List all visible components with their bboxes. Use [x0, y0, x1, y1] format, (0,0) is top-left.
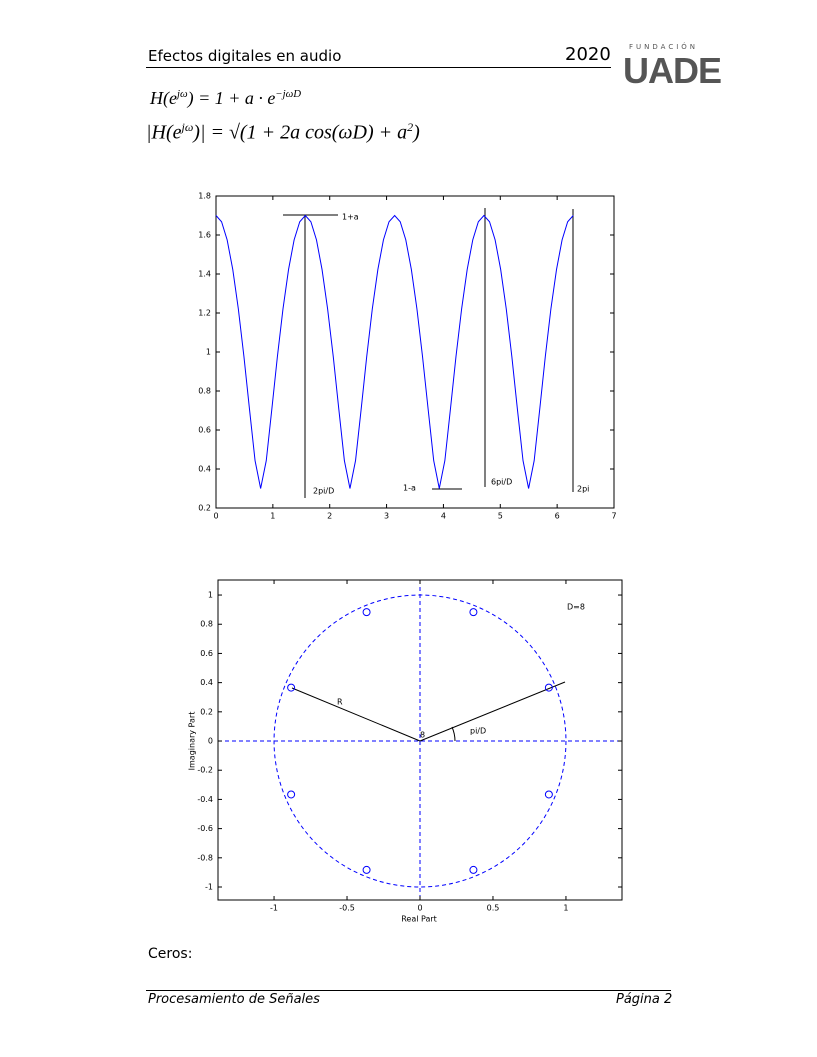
zero-marker: [362, 865, 371, 874]
eq-sup: 2: [407, 120, 414, 134]
eq-part: |H(e: [146, 121, 182, 144]
annotation: pi/D: [470, 727, 486, 736]
header-rule: [146, 67, 611, 68]
annotation: 8: [420, 731, 425, 740]
annotation: 6pi/D: [491, 478, 512, 487]
y-tick-label: 1.4: [198, 270, 211, 279]
y-tick-label: 1.8: [198, 192, 211, 201]
equation: H(ejω) = 1 + a · e−jωD: [150, 88, 301, 109]
x-tick-label: 2: [327, 512, 332, 521]
eq-part: )| = √(1 + 2a cos(ωD) + a: [193, 121, 408, 144]
y-tick-label: 1: [208, 591, 213, 600]
x-tick-label: 0: [417, 904, 422, 913]
y-tick-label: 0.4: [198, 465, 211, 474]
plot-frame: [217, 579, 623, 901]
eq-sup: −jωD: [275, 88, 302, 100]
x-tick-label: 5: [498, 512, 503, 521]
eq-part: ) = 1 + a · e: [187, 88, 276, 108]
y-tick-label: 0.6: [198, 426, 211, 435]
footer-left: Procesamiento de Señales: [148, 992, 320, 1007]
equation: |H(ejω)| = √(1 + 2a cos(ωD) + a2): [146, 120, 420, 145]
x-tick-label: 4: [441, 512, 446, 521]
zero-marker: [362, 608, 371, 617]
y-tick-label: 1: [206, 348, 211, 357]
annotation-line: [419, 681, 566, 742]
x-tick-label: 0.5: [487, 904, 500, 913]
y-tick-label: 1.6: [198, 231, 211, 240]
y-tick-label: 0.8: [200, 620, 213, 629]
line-series: [215, 214, 574, 489]
x-tick-label: 7: [611, 512, 616, 521]
annotation: R: [337, 698, 343, 707]
eq-sup: jω: [181, 120, 194, 134]
plot-frame: [215, 195, 615, 509]
annotation: 2pi: [577, 485, 589, 494]
zero-marker: [287, 683, 296, 692]
zero-marker: [544, 790, 553, 799]
annotation: 1-a: [403, 484, 416, 493]
zero-marker: [469, 865, 478, 874]
y-tick-label: 0.2: [200, 707, 213, 716]
footer-rule: [146, 990, 671, 991]
unit-circle: [273, 594, 567, 888]
annotation-line: [291, 687, 421, 742]
eq-part: ): [413, 121, 420, 144]
y-tick-label: -0.4: [197, 795, 213, 804]
header-title: Efectos digitales en audio: [148, 47, 342, 65]
eq-sup: jω: [176, 88, 188, 100]
zero-marker: [469, 608, 478, 617]
logo: UADE: [623, 50, 722, 91]
x-tick-label: 1: [563, 904, 568, 913]
annotation: 1+a: [342, 213, 359, 222]
eq-part: H(e: [150, 88, 177, 108]
magnitude-chart: 1.8 1.6 1.4 1.2 1 0.8 0.6 0.4 0.2 7 6 5 4 3 2 1 0 1+a 2p…: [198, 192, 616, 521]
annotation: 2pi/D: [313, 487, 334, 496]
zero-marker: [544, 683, 553, 692]
footer-right: Página 2: [616, 992, 673, 1007]
body-text: Ceros:: [148, 946, 193, 962]
y-tick-label: 0: [208, 737, 213, 746]
x-tick-label: 0: [213, 512, 218, 521]
x-tick-label: 1: [270, 512, 275, 521]
header-year: 2020: [565, 44, 611, 65]
y-tick-label: -1: [205, 883, 213, 892]
y-tick-label: 0.6: [200, 649, 213, 658]
zplane-chart: 1 0.8 0.6 0.4 0.2 0 -0.2 -0.4 -0.6 -0.8 -1 1 0.5 0 -0.…: [188, 579, 623, 924]
y-tick-label: 0.8: [198, 387, 211, 396]
y-tick-label: 0.4: [200, 678, 213, 687]
y-tick-label: -0.2: [197, 766, 213, 775]
y-tick-label: 1.2: [198, 309, 211, 318]
y-tick-label: -0.6: [197, 824, 213, 833]
x-axis-label: Real Part: [401, 915, 437, 924]
logo-top: FUNDACIÓN: [629, 43, 699, 51]
annotation-arc: [451, 726, 456, 742]
y-axis-label: Imaginary Part: [188, 712, 197, 771]
x-tick-label: -1: [270, 904, 278, 913]
annotation: D=8: [567, 603, 585, 612]
y-tick-label: -0.8: [197, 853, 213, 862]
x-tick-label: -0.5: [339, 904, 355, 913]
x-tick-label: 3: [384, 512, 389, 521]
zero-marker: [287, 790, 296, 799]
x-tick-label: 6: [555, 512, 560, 521]
y-tick-label: 0.2: [198, 504, 211, 513]
